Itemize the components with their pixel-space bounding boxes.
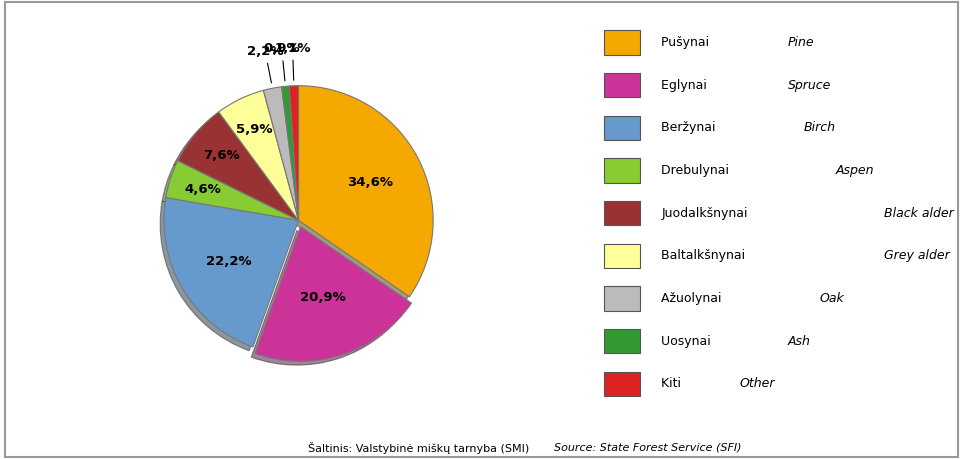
Text: Juodalkšnynai: Juodalkšnynai — [662, 207, 756, 220]
Bar — [604, 372, 639, 396]
Text: Baltalkšnynai: Baltalkšnynai — [662, 249, 753, 262]
Text: Beržynai: Beržynai — [662, 121, 724, 134]
Wedge shape — [164, 197, 299, 347]
Text: Šaltinis: Valstybinė miškų tarnyba (SMI): Šaltinis: Valstybinė miškų tarnyba (SMI) — [308, 442, 540, 453]
Wedge shape — [255, 227, 411, 361]
Text: 1,1%: 1,1% — [274, 42, 311, 80]
Text: Eglynai: Eglynai — [662, 79, 716, 92]
Wedge shape — [219, 90, 299, 220]
Text: Spruce: Spruce — [788, 79, 831, 92]
Text: Drebulynai: Drebulynai — [662, 164, 738, 177]
Bar — [604, 244, 639, 268]
Text: 20,9%: 20,9% — [300, 291, 346, 304]
Wedge shape — [299, 86, 433, 297]
Wedge shape — [289, 86, 299, 220]
Wedge shape — [264, 87, 299, 220]
Bar — [604, 73, 639, 97]
Text: 34,6%: 34,6% — [347, 176, 393, 189]
Text: Grey alder: Grey alder — [884, 249, 950, 262]
Text: Black alder: Black alder — [884, 207, 953, 220]
Bar — [604, 201, 639, 225]
Bar — [604, 286, 639, 311]
Text: Pine: Pine — [788, 36, 815, 49]
Text: 4,6%: 4,6% — [184, 183, 221, 196]
Text: 5,9%: 5,9% — [237, 123, 273, 136]
Text: Birch: Birch — [804, 121, 836, 134]
Wedge shape — [178, 112, 299, 220]
Text: Source: State Forest Service (SFI): Source: State Forest Service (SFI) — [554, 442, 742, 453]
Text: 2,2%: 2,2% — [247, 45, 283, 83]
Text: 7,6%: 7,6% — [203, 149, 240, 162]
Text: Ash: Ash — [788, 335, 811, 347]
Text: Uosynai: Uosynai — [662, 335, 719, 347]
Wedge shape — [166, 161, 299, 220]
Text: Ažuolynai: Ažuolynai — [662, 292, 730, 305]
Text: Other: Other — [740, 377, 775, 390]
Bar — [604, 30, 639, 55]
Bar — [604, 116, 639, 140]
Text: Aspen: Aspen — [836, 164, 874, 177]
Text: 0,9%: 0,9% — [264, 42, 300, 81]
Text: Kiti: Kiti — [662, 377, 690, 390]
Wedge shape — [281, 86, 299, 220]
Bar — [604, 329, 639, 353]
Bar — [604, 158, 639, 183]
Text: Pušynai: Pušynai — [662, 36, 717, 49]
Text: Oak: Oak — [820, 292, 845, 305]
Text: 22,2%: 22,2% — [206, 254, 251, 268]
